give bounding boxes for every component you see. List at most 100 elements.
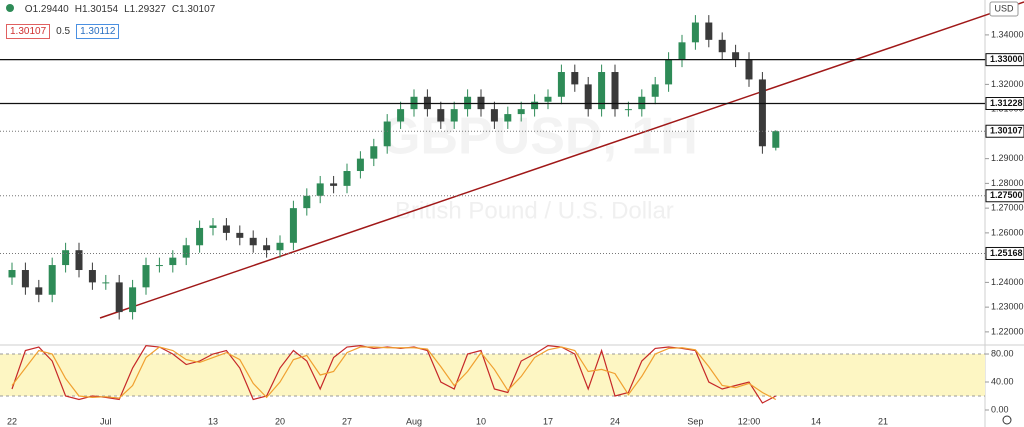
candle-body bbox=[142, 265, 150, 288]
y-tick-label: 1.22000 bbox=[991, 326, 1024, 336]
badges: 1.30107 0.5 1.30112 bbox=[6, 24, 120, 39]
x-tick-label: 14 bbox=[811, 416, 821, 426]
candle-body bbox=[169, 257, 177, 266]
spread: 0.5 bbox=[56, 26, 71, 37]
level-label: 1.31228 bbox=[990, 98, 1023, 108]
candle-body bbox=[691, 22, 699, 43]
candle-body bbox=[303, 195, 311, 209]
level-label: 1.33000 bbox=[990, 54, 1023, 64]
x-tick-label: 27 bbox=[342, 416, 352, 426]
candle-body bbox=[8, 270, 16, 278]
y-tick-label: 1.28000 bbox=[991, 178, 1024, 188]
candle-body bbox=[356, 158, 364, 172]
candle-body bbox=[249, 237, 257, 246]
candle-body bbox=[236, 232, 244, 238]
level-label-box bbox=[985, 124, 1024, 138]
candle-body bbox=[35, 287, 43, 295]
ohlc-legend: O1.29440 H1.30154 L1.29327 C1.30107 bbox=[6, 4, 221, 15]
x-tick-label: 21 bbox=[878, 416, 888, 426]
candle-body bbox=[598, 72, 606, 110]
status-dot bbox=[6, 4, 14, 12]
candle-body bbox=[62, 250, 70, 266]
y-tick-label: 1.26000 bbox=[991, 227, 1024, 237]
x-tick-label: Aug bbox=[406, 416, 422, 426]
candle-body bbox=[504, 114, 512, 122]
candle-body bbox=[772, 131, 780, 148]
band bbox=[0, 354, 985, 397]
candle-body bbox=[276, 242, 284, 251]
level-label-box bbox=[985, 189, 1024, 203]
candle-body bbox=[397, 109, 405, 122]
candle-body bbox=[718, 39, 726, 53]
candle-body bbox=[115, 282, 123, 313]
candle-body bbox=[88, 270, 96, 283]
y-tick-label: 0.00 bbox=[991, 404, 1009, 414]
candle-body bbox=[611, 72, 619, 110]
ohlc-value: 1.30154 bbox=[81, 4, 119, 15]
ohlc-key: H bbox=[74, 4, 82, 15]
x-tick-label: 22 bbox=[7, 416, 17, 426]
candle-body bbox=[316, 183, 324, 196]
level-label-box bbox=[985, 53, 1024, 67]
y-tick-label: 1.34000 bbox=[991, 29, 1024, 39]
ohlc-value: 1.30107 bbox=[179, 4, 216, 15]
x-tick-label: 24 bbox=[610, 416, 620, 426]
candle-body bbox=[330, 183, 338, 186]
candle-body bbox=[705, 22, 713, 40]
level-label-box bbox=[985, 246, 1024, 260]
buy-badge[interactable]: 1.30112 bbox=[76, 24, 120, 39]
level-label: 1.30107 bbox=[990, 126, 1023, 136]
y-tick-label: 1.24000 bbox=[991, 277, 1024, 287]
candle-body bbox=[370, 146, 378, 159]
y-tick-label: 1.27000 bbox=[991, 203, 1024, 213]
y-tick-label: 1.29000 bbox=[991, 153, 1024, 163]
candle-body bbox=[129, 287, 137, 313]
candle-body bbox=[21, 270, 29, 288]
candle-body bbox=[490, 109, 498, 122]
oscillator-line bbox=[11, 346, 777, 401]
currency-box[interactable] bbox=[989, 1, 1019, 17]
y-tick-label: 1.23000 bbox=[991, 302, 1024, 312]
x-tick-label: 17 bbox=[543, 416, 553, 426]
currency: USD bbox=[994, 3, 1014, 13]
candle-body bbox=[343, 171, 351, 186]
x-tick-label: 20 bbox=[275, 416, 285, 426]
candle-body bbox=[557, 72, 565, 97]
candle-body bbox=[209, 225, 217, 228]
candle-body bbox=[75, 250, 83, 271]
watermark-symbol: GBPUSD, 1H bbox=[380, 108, 698, 166]
watermark-description: British Pound / U.S. Dollar bbox=[395, 197, 674, 224]
trend-line bbox=[99, 1, 1024, 319]
y-tick-label: 1.32000 bbox=[991, 79, 1024, 89]
x-tick-label: 10 bbox=[476, 416, 486, 426]
x-tick-label: Sep bbox=[687, 416, 703, 426]
candle-body bbox=[678, 42, 686, 60]
candle-body bbox=[758, 79, 766, 147]
candle-body bbox=[102, 282, 110, 284]
candle-body bbox=[222, 225, 230, 233]
ohlc-values: O1.29440 H1.30154 L1.29327 C1.30107 bbox=[25, 4, 221, 15]
candle-body bbox=[182, 245, 190, 258]
ohlc-key: L bbox=[124, 4, 130, 15]
candle-body bbox=[571, 72, 579, 85]
candle-body bbox=[624, 109, 632, 111]
candle-body bbox=[732, 52, 740, 60]
level-label-box bbox=[985, 97, 1024, 110]
y-tick-label: 80.00 bbox=[991, 348, 1014, 358]
candle-body bbox=[383, 121, 391, 147]
candle-body bbox=[289, 208, 297, 243]
candle-body bbox=[437, 109, 445, 122]
x-tick-label: 13 bbox=[208, 416, 218, 426]
candle-body bbox=[745, 59, 753, 80]
level-label: 1.25168 bbox=[990, 248, 1023, 258]
level-label: 1.27500 bbox=[990, 190, 1023, 200]
candle-body bbox=[544, 96, 552, 102]
settings-icon[interactable] bbox=[1002, 415, 1012, 425]
ohlc-key: O bbox=[24, 4, 33, 15]
candle-body bbox=[155, 265, 163, 267]
sell-badge[interactable]: 1.30107 bbox=[6, 24, 51, 39]
ohlc-value: 1.29440 bbox=[32, 4, 69, 15]
candle-body bbox=[263, 245, 271, 251]
